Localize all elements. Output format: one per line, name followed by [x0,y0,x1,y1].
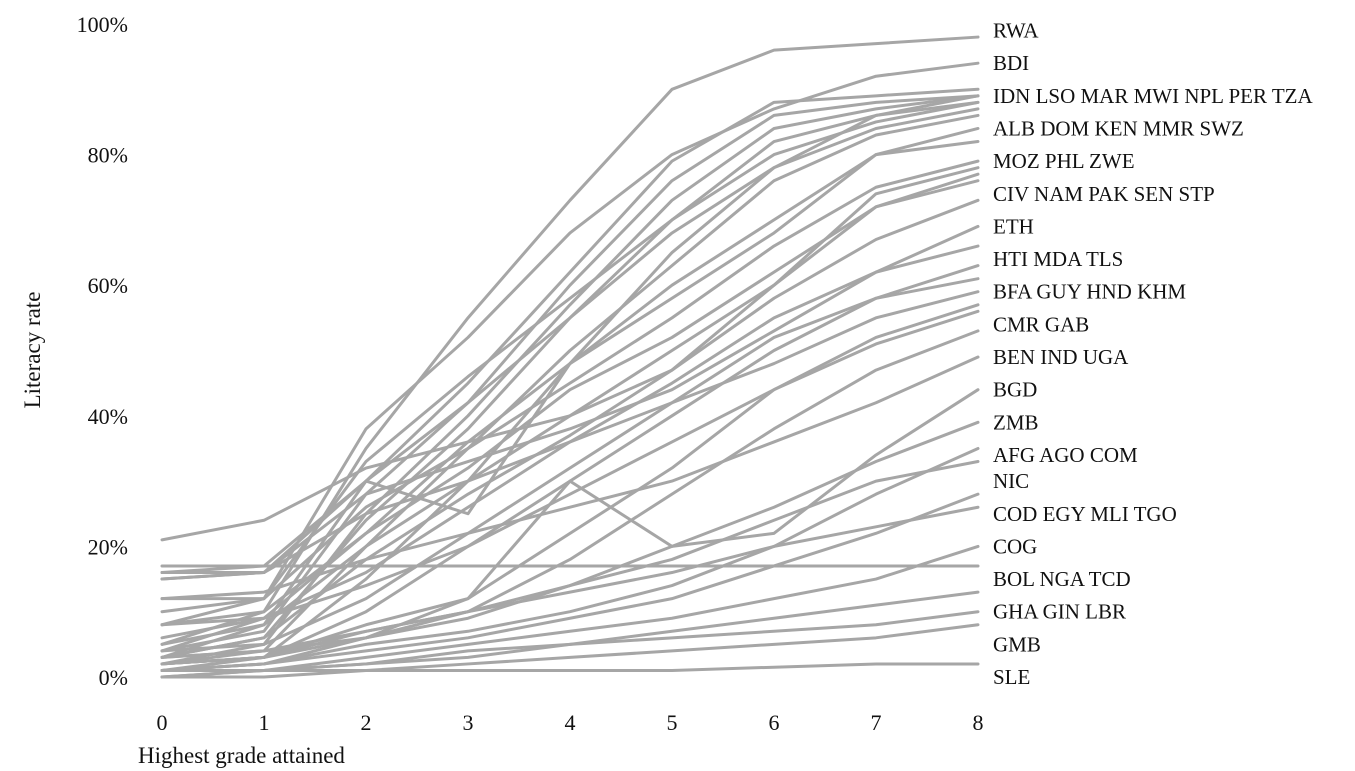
series-line-38 [160,662,980,679]
country-label: IDN LSO MAR MWI NPL PER TZA [993,84,1314,108]
x-tick-label: 0 [157,710,168,735]
country-label: COG [993,534,1037,558]
x-tick-label: 7 [871,710,882,735]
y-tick-label: 80% [88,143,128,168]
series-line-33 [160,544,980,672]
series-line-3 [160,87,980,659]
country-label: NIC [993,469,1029,493]
y-tick-label: 20% [88,534,128,559]
y-tick-label: 0% [99,665,128,690]
series-line-24 [160,309,980,627]
country-label: ALB DOM KEN MMR SWZ [993,116,1244,140]
country-label: CMR GAB [993,312,1089,336]
x-axis-ticks: 0 1 2 3 4 5 6 7 8 [157,710,984,735]
series-line-17 [160,198,980,659]
x-tick-label: 4 [565,710,576,735]
country-label: CIV NAM PAK SEN STP [993,182,1215,206]
series-line-31 [160,492,980,672]
country-end-labels: RWA BDI IDN LSO MAR MWI NPL PER TZA ALB DOM… [993,19,1314,689]
series-line-36 [160,610,980,672]
country-label: BDI [993,51,1029,75]
country-label: BFA GUY HND KHM [993,280,1186,304]
country-label: SLE [993,665,1030,689]
y-axis-ticks: 0% 20% 40% 60% 80% 100% [77,12,128,690]
country-label: ZMB [993,410,1039,434]
x-tick-label: 6 [769,710,780,735]
series-line-23 [160,303,980,672]
series-line-29 [160,446,980,672]
series-line-18 [160,224,980,581]
country-label: HTI MDA TLS [993,247,1123,271]
country-label: COD EGY MLI TGO [993,502,1177,526]
country-label: GHA GIN LBR [993,600,1126,624]
y-tick-label: 60% [88,273,128,298]
series-line-25 [160,329,980,666]
series-line-1 [160,35,980,646]
country-label: ETH [993,214,1034,238]
series-line-30 [160,460,980,666]
series-line-6 [160,100,980,614]
series-line-32 [160,505,980,659]
country-label: BGD [993,378,1037,402]
x-axis-label: Highest grade attained [138,743,345,768]
series-line-10 [160,113,980,666]
series-line-12 [160,140,980,653]
series-line-14 [160,159,980,601]
series-line-26 [160,355,980,601]
series-line-4 [160,94,980,653]
y-tick-label: 100% [77,12,128,37]
y-tick-label: 40% [88,404,128,429]
country-label: AFG AGO COM [993,443,1138,467]
x-tick-label: 8 [973,710,984,735]
country-label: MOZ PHL ZWE [993,149,1135,173]
series-line-7 [160,100,980,659]
country-label: RWA [993,19,1039,43]
series-lines [160,35,980,679]
y-axis-label: Literacy rate [20,292,45,409]
x-tick-label: 2 [361,710,372,735]
country-label: BEN IND UGA [993,345,1129,369]
series-line-15 [160,172,980,627]
series-line-22 [160,290,980,575]
x-tick-label: 3 [463,710,474,735]
x-tick-label: 5 [667,710,678,735]
country-label: BOL NGA TCD [993,567,1131,591]
series-line-16 [160,179,980,646]
series-line-21 [160,277,980,653]
series-line-37 [160,623,980,679]
x-tick-label: 1 [259,710,270,735]
country-label: GMB [993,632,1041,656]
series-line-8 [160,107,980,581]
